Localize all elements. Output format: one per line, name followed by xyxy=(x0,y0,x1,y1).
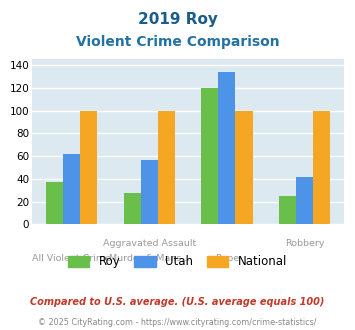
Bar xyxy=(201,88,218,224)
Text: Robbery: Robbery xyxy=(285,239,324,248)
Bar xyxy=(124,192,141,224)
Bar xyxy=(218,72,235,224)
Bar xyxy=(141,159,158,224)
Text: © 2025 CityRating.com - https://www.cityrating.com/crime-statistics/: © 2025 CityRating.com - https://www.city… xyxy=(38,318,317,327)
Text: Violent Crime Comparison: Violent Crime Comparison xyxy=(76,35,279,49)
Text: Murder & Mans...: Murder & Mans... xyxy=(109,254,190,263)
Bar xyxy=(279,196,296,224)
Text: Aggravated Assault: Aggravated Assault xyxy=(103,239,196,248)
Bar xyxy=(63,154,80,224)
Text: 2019 Roy: 2019 Roy xyxy=(138,12,217,26)
Bar xyxy=(158,111,175,224)
Text: Rape: Rape xyxy=(215,254,239,263)
Bar xyxy=(296,177,313,224)
Bar xyxy=(80,111,97,224)
Legend: Roy, Utah, National: Roy, Utah, National xyxy=(63,250,292,273)
Text: All Violent Crime: All Violent Crime xyxy=(32,254,111,263)
Text: Compared to U.S. average. (U.S. average equals 100): Compared to U.S. average. (U.S. average … xyxy=(30,297,325,307)
Bar xyxy=(235,111,252,224)
Bar xyxy=(313,111,330,224)
Bar xyxy=(46,182,63,224)
